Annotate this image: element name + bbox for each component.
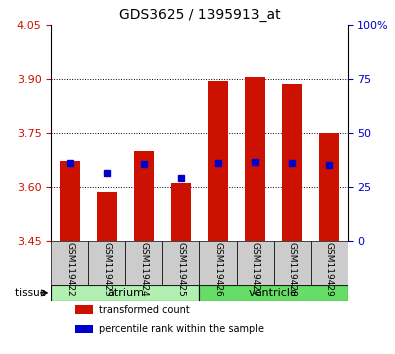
Text: atrium: atrium (107, 288, 144, 298)
Bar (282, 84, 302, 241)
Bar (75, 305, 93, 314)
FancyBboxPatch shape (199, 285, 348, 301)
Text: GSM119423: GSM119423 (102, 242, 111, 297)
Bar (97, 192, 117, 241)
Text: ventricle: ventricle (249, 288, 298, 298)
Title: GDS3625 / 1395913_at: GDS3625 / 1395913_at (118, 8, 280, 22)
FancyBboxPatch shape (162, 241, 199, 285)
Bar (134, 151, 154, 241)
Bar (319, 133, 339, 241)
Text: tissue: tissue (15, 288, 49, 298)
Bar (245, 77, 265, 241)
FancyBboxPatch shape (237, 241, 274, 285)
Bar (171, 183, 191, 241)
Text: GSM119426: GSM119426 (213, 242, 222, 297)
Text: GSM119424: GSM119424 (139, 242, 149, 296)
Text: GSM119429: GSM119429 (325, 242, 334, 297)
FancyBboxPatch shape (199, 241, 237, 285)
Text: GSM119425: GSM119425 (177, 242, 186, 297)
FancyBboxPatch shape (51, 241, 88, 285)
Text: percentile rank within the sample: percentile rank within the sample (99, 324, 264, 334)
Bar (60, 161, 80, 241)
FancyBboxPatch shape (88, 241, 126, 285)
FancyBboxPatch shape (310, 241, 348, 285)
Bar (208, 80, 228, 241)
Text: GSM119427: GSM119427 (250, 242, 260, 297)
Text: GSM119428: GSM119428 (288, 242, 297, 297)
FancyBboxPatch shape (126, 241, 162, 285)
FancyBboxPatch shape (51, 285, 199, 301)
Text: GSM119422: GSM119422 (65, 242, 74, 296)
Bar (75, 325, 93, 333)
FancyBboxPatch shape (274, 241, 310, 285)
Text: transformed count: transformed count (99, 304, 190, 315)
